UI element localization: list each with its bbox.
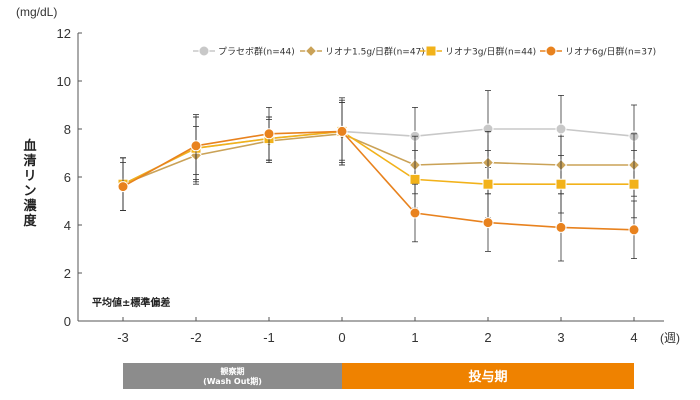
y-tick-label: 8 <box>64 122 71 137</box>
period-label: 投与期 <box>468 369 507 385</box>
data-point <box>482 178 494 190</box>
x-tick-label: 2 <box>484 330 491 345</box>
legend-label: リオナ6g/日群(n=37) <box>565 46 656 58</box>
data-point <box>555 221 567 233</box>
data-point <box>409 207 421 219</box>
y-tick-label: 4 <box>64 218 71 233</box>
data-point <box>117 181 129 193</box>
stat-annotation: 平均値±標準偏差 <box>92 296 170 309</box>
data-point <box>482 217 494 229</box>
y-axis-title-char: リ <box>23 169 36 184</box>
y-unit-label: (mg/dL) <box>16 5 57 19</box>
legend-item: リオナ6g/日群(n=37) <box>540 45 656 58</box>
legend-item: リオナ1.5g/日群(n=47) <box>300 44 425 58</box>
legend-label: リオナ3g/日群(n=44) <box>445 46 536 58</box>
y-tick-label: 10 <box>57 74 71 89</box>
legend-label: プラセボ群(n=44) <box>218 46 295 58</box>
y-axis-title-char: 度 <box>23 213 37 229</box>
y-axis-title-char: 清 <box>23 153 36 169</box>
data-point <box>628 178 640 190</box>
x-tick-label: -3 <box>117 330 129 345</box>
period-bar <box>342 363 634 389</box>
legend: プラセボ群(n=44) リオナ1.5g/日群(n=47) リオナ3g/日群(n=44… <box>193 44 656 58</box>
y-tick-label: 12 <box>57 26 71 41</box>
data-point <box>263 128 275 140</box>
x-unit-label: (週) <box>660 331 680 345</box>
y-tick-label: 2 <box>64 266 71 281</box>
data-point <box>628 224 640 236</box>
y-tick-label: 0 <box>64 314 71 329</box>
y-tick-label: 6 <box>64 170 71 185</box>
period-bands: 観察期(Wash Out期) 投与期 <box>123 363 634 389</box>
data-point <box>555 123 567 135</box>
data-point <box>409 173 421 185</box>
y-axis-title-char: ン <box>23 184 36 199</box>
x-axis: -3 -2 -1 0 1 2 3 4 (週) <box>78 317 680 345</box>
treatment-period-band: 投与期 <box>342 363 634 389</box>
x-tick-label: 3 <box>557 330 564 345</box>
x-tick-label: 4 <box>630 330 637 345</box>
data-point <box>336 125 348 137</box>
period-sublabel: (Wash Out期) <box>203 376 262 386</box>
y-axis: 0 2 4 6 8 10 12 <box>57 26 82 329</box>
plot-series <box>116 90 641 262</box>
series-line <box>122 130 634 185</box>
legend-swatch-marker <box>545 45 557 57</box>
legend-swatch-marker <box>198 45 210 57</box>
series-line <box>122 130 635 231</box>
observation-period-band: 観察期(Wash Out期) <box>123 363 342 389</box>
legend-item: プラセボ群(n=44) <box>193 45 295 58</box>
data-point <box>190 140 202 152</box>
x-tick-label: 1 <box>411 330 418 345</box>
data-point <box>555 178 567 190</box>
x-tick-label: 0 <box>338 330 345 345</box>
x-tick-label: -1 <box>263 330 275 345</box>
period-bar <box>123 363 342 389</box>
period-label: 観察期 <box>221 366 245 376</box>
x-tick-label: -2 <box>190 330 202 345</box>
legend-swatch-marker <box>425 45 437 57</box>
legend-item: リオナ3g/日群(n=44) <box>420 45 536 58</box>
y-axis-title-char: 血 <box>23 138 36 154</box>
legend-label: リオナ1.5g/日群(n=47) <box>325 46 425 58</box>
y-axis-title-char: 濃 <box>23 198 37 214</box>
series-4 <box>117 102 640 262</box>
legend-swatch-marker <box>304 44 318 58</box>
series-line <box>122 132 634 185</box>
